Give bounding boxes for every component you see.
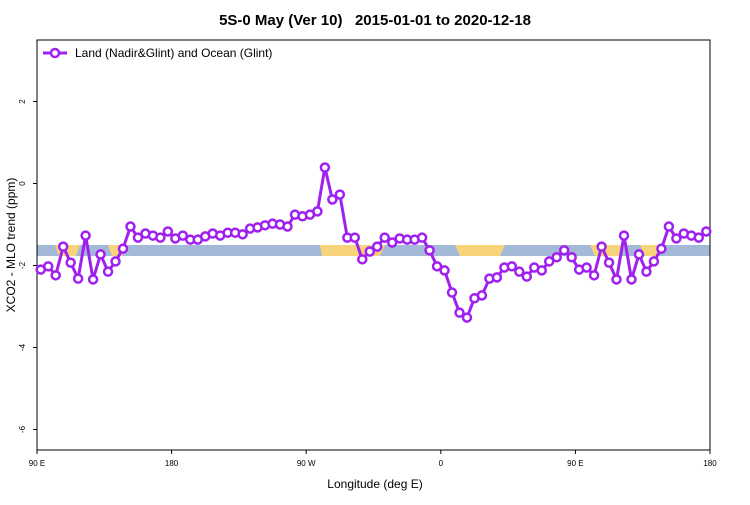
data-point [671, 233, 682, 244]
data-point [57, 241, 69, 252]
data-point [566, 252, 577, 263]
data-point [611, 274, 622, 285]
data-point [641, 266, 652, 277]
data-point [312, 206, 323, 217]
data-point [461, 312, 473, 323]
data-point [50, 270, 61, 281]
data-point [177, 230, 189, 241]
data-point [424, 245, 435, 256]
data-point [656, 243, 667, 254]
data-point [319, 162, 331, 173]
data-point [558, 245, 570, 256]
chart-title: 5S-0 May (Ver 10) 2015-01-01 to 2020-12-… [219, 12, 531, 29]
data-point [514, 266, 525, 277]
data-point [536, 265, 547, 276]
data-point [42, 261, 54, 272]
y-tick-label: -2 [18, 261, 27, 269]
x-tick-label: 0 [439, 459, 444, 468]
data-point [693, 232, 705, 243]
x-tick-label: 180 [703, 459, 717, 468]
data-point [334, 189, 346, 200]
data-point [603, 257, 615, 268]
data-point [87, 274, 99, 285]
data-point [618, 230, 630, 241]
y-tick-label: -4 [18, 343, 27, 351]
data-point [102, 266, 114, 277]
x-tick-label: 180 [165, 459, 179, 468]
legend-marker [49, 47, 61, 59]
data-point [476, 290, 488, 301]
data-point [491, 272, 503, 283]
data-point [155, 232, 166, 243]
x-axis-label: Longitude (deg E) [327, 477, 422, 491]
data-point [551, 252, 562, 263]
data-point [349, 232, 361, 243]
data-point [65, 257, 76, 268]
y-tick-label: 0 [18, 181, 27, 186]
data-point [327, 194, 338, 205]
data-point [596, 241, 607, 252]
data-point [626, 274, 637, 285]
data-point [543, 256, 555, 267]
x-tick-label: 90 W [297, 459, 316, 468]
data-point [506, 261, 518, 272]
x-tick-label: 90 E [29, 459, 45, 468]
data-point [431, 261, 443, 272]
data-point [125, 221, 136, 232]
data-point [701, 226, 712, 237]
y-tick-label: -6 [18, 425, 27, 433]
data-point [162, 226, 174, 237]
data-point [648, 256, 660, 267]
land-patch [455, 245, 505, 256]
data-point [454, 307, 465, 318]
y-axis-label: XCO2 - MLO trend (ppm) [4, 178, 18, 313]
data-point [117, 243, 129, 254]
data-point [379, 232, 390, 243]
data-point [663, 221, 675, 232]
data-point [439, 265, 450, 276]
data-point [237, 229, 248, 240]
data-point [95, 249, 106, 260]
data-point [357, 254, 368, 265]
data-point [364, 246, 376, 257]
data-point [588, 270, 600, 281]
data-point [581, 262, 592, 273]
data-point [416, 232, 428, 243]
y-tick-label: 2 [18, 99, 27, 104]
x-tick-label: 90 E [567, 459, 583, 468]
data-point [446, 287, 458, 298]
data-point [386, 237, 398, 248]
data-point [371, 241, 383, 252]
series-line [40, 167, 708, 320]
data-point [282, 221, 293, 232]
plot-frame [36, 39, 711, 451]
data-point [132, 232, 144, 243]
data-point [72, 273, 84, 284]
legend-label: Land (Nadir&Glint) and Ocean (Glint) [75, 46, 272, 60]
data-point [80, 230, 91, 241]
data-point [633, 249, 645, 260]
data-point [521, 271, 533, 282]
data-point [110, 256, 121, 267]
